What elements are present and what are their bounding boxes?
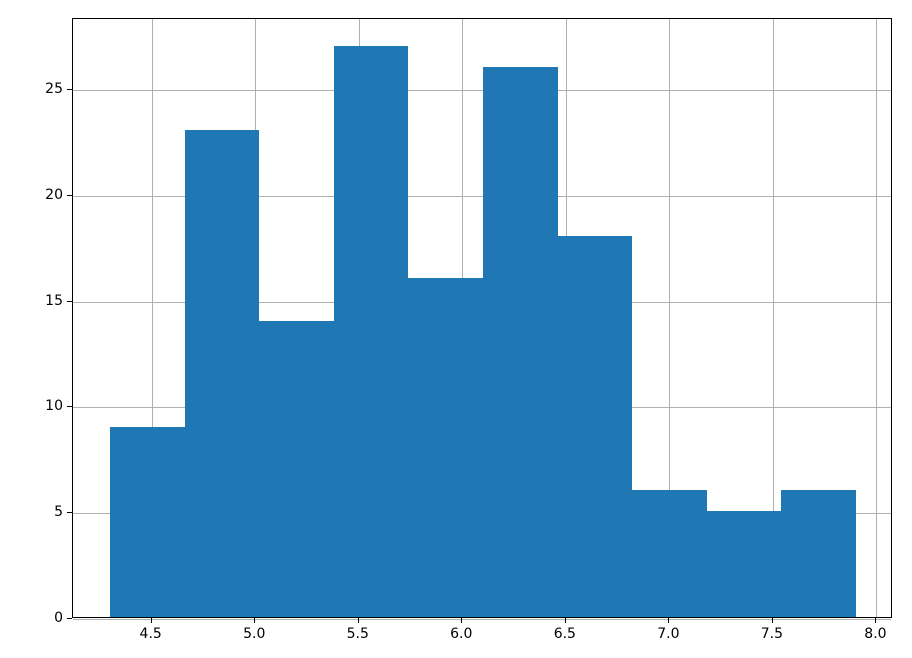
y-tick-label: 20 [45, 187, 63, 203]
x-tick-label: 7.5 [761, 626, 783, 642]
y-tick-label: 5 [54, 504, 63, 520]
histogram-bar [707, 511, 782, 617]
x-tick [668, 618, 669, 623]
histogram-bar [558, 236, 633, 617]
y-tick [67, 195, 72, 196]
x-tick-label: 8.0 [864, 626, 886, 642]
x-tick-label: 5.5 [347, 626, 369, 642]
x-tick [461, 618, 462, 623]
x-tick [358, 618, 359, 623]
histogram-bar [185, 130, 260, 617]
x-tick-label: 6.0 [450, 626, 472, 642]
y-tick [67, 301, 72, 302]
y-tick-label: 15 [45, 293, 63, 309]
y-tick [67, 618, 72, 619]
x-tick [772, 618, 773, 623]
histogram-bar [408, 278, 483, 617]
y-tick-label: 25 [45, 81, 63, 97]
x-tick-label: 7.0 [657, 626, 679, 642]
y-tick [67, 89, 72, 90]
histogram-bar [781, 490, 856, 617]
y-tick [67, 406, 72, 407]
grid-line-horizontal [73, 619, 891, 620]
histogram-bar [259, 321, 334, 617]
x-tick-label: 4.5 [140, 626, 162, 642]
x-tick-label: 5.0 [243, 626, 265, 642]
x-tick [875, 618, 876, 623]
histogram-bar [632, 490, 707, 617]
chart-container: 4.5 5.0 5.5 6.0 6.5 7.0 7.5 8.0 0 5 10 15 20 25 [0, 0, 912, 658]
y-tick [67, 512, 72, 513]
y-tick-label: 10 [45, 398, 63, 414]
x-tick [565, 618, 566, 623]
plot-area [72, 18, 892, 618]
x-tick [151, 618, 152, 623]
y-tick-label: 0 [54, 610, 63, 626]
histogram-bar [334, 46, 409, 617]
x-tick [254, 618, 255, 623]
histogram-bar [483, 67, 558, 617]
histogram-bar [110, 427, 185, 617]
x-tick-label: 6.5 [554, 626, 576, 642]
bars-layer [73, 19, 891, 617]
